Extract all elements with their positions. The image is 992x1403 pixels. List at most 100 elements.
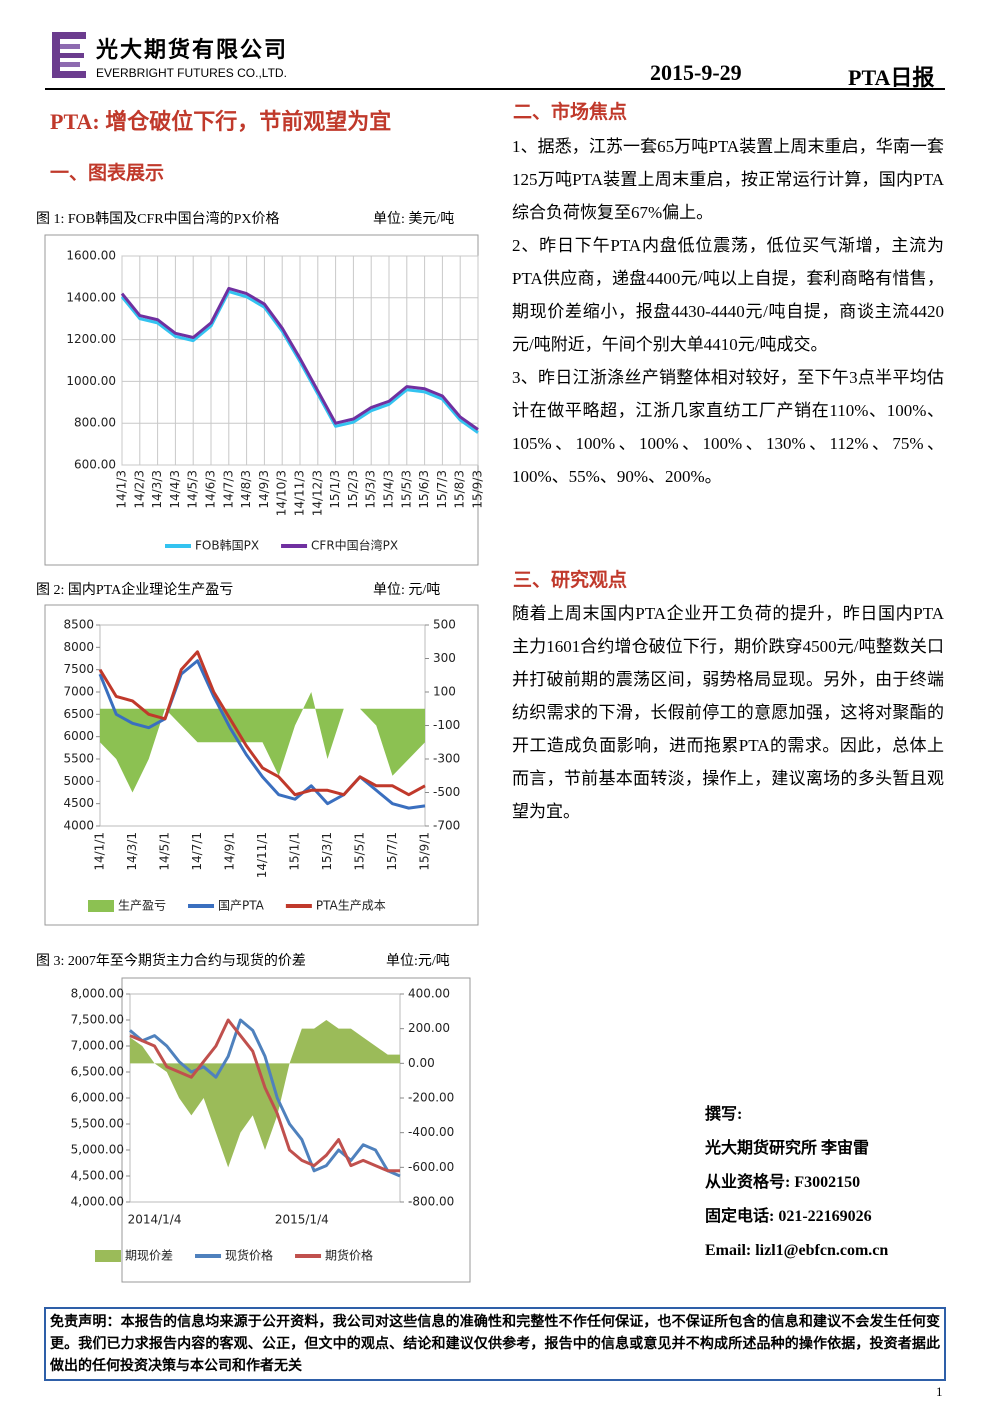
y-tick-label: 8,000.00 [71, 987, 124, 1001]
y-tick-label: 5,000.00 [71, 1143, 124, 1157]
x-tick-label: 15/1/3 [328, 470, 342, 509]
report-title: PTA: 增仓破位下行，节前观望为宜 [50, 109, 392, 134]
x-tick-label: 14/2/3 [132, 470, 146, 509]
x-tick-label: 14/5/3 [186, 470, 200, 509]
author-block: 撰写: 光大期货研究所 李宙雷 从业资格号: F3002150 固定电话: 02… [705, 1098, 888, 1268]
x-tick-label: 15/4/3 [382, 470, 396, 509]
y-tick-label: 1200.00 [66, 332, 116, 346]
section-heading: 一、图表展示 [50, 163, 165, 184]
x-tick-label: 15/6/3 [417, 470, 431, 509]
x-tick-label: 15/1/1 [288, 832, 302, 871]
x-tick-label: 14/7/1 [190, 832, 204, 871]
report-date: 2015-9-29 [650, 60, 742, 85]
figure-caption: 图 2: 国内PTA企业理论生产盈亏 [36, 583, 234, 598]
paragraph: 2、昨日下午PTA内盘低位震荡，低位买气渐增，主流为PTA供应商，递盘4400元… [512, 236, 944, 354]
x-tick-label: 15/9/3 [471, 470, 485, 509]
figure-unit: 单位:元/吨 [386, 954, 450, 969]
y-tick-label: 1600.00 [66, 249, 116, 263]
legend-label: 生产盈亏 [118, 899, 166, 913]
y-tick-label: 7,500.00 [71, 1013, 124, 1027]
figure-caption: 图 1: FOB韩国及CFR中国台湾的PX价格 [36, 212, 280, 227]
disclaimer-box [44, 1307, 946, 1381]
x-tick-label: 14/1/1 [93, 832, 107, 871]
figure-unit: 单位: 元/吨 [373, 583, 441, 598]
x-tick-label: 14/9/1 [223, 832, 237, 871]
x-tick-label: 15/3/3 [364, 470, 378, 509]
author-name: 光大期货研究所 李宙雷 [705, 1140, 870, 1157]
y2-tick-label: 400.00 [408, 987, 450, 1001]
x-tick-label: 2014/1/4 [128, 1213, 182, 1227]
y-tick-label: 5,500.00 [71, 1117, 124, 1131]
x-tick-label: 14/8/3 [239, 470, 253, 509]
x-tick-label: 14/9/3 [257, 470, 271, 509]
figure-unit: 单位: 美元/吨 [373, 212, 455, 227]
y-tick-label: 6,000.00 [71, 1091, 124, 1105]
x-tick-label: 14/7/3 [221, 470, 235, 509]
report-name: PTA日报 [848, 65, 935, 90]
x-tick-label: 14/5/1 [158, 832, 172, 871]
line-series [98, 650, 426, 797]
company-en: EVERBRIGHT FUTURES CO.,LTD. [96, 66, 287, 80]
author-email: Email: lizl1@ebfcn.com.cn [705, 1242, 889, 1259]
legend-label: PTA生产成本 [316, 899, 386, 913]
y-tick-label: 7,000.00 [71, 1039, 124, 1053]
y-tick-label: 7500 [63, 662, 94, 676]
page-number: 1 [936, 1384, 943, 1399]
x-tick-label: 2015/1/4 [275, 1213, 329, 1227]
chart-frame [121, 977, 471, 1283]
y-tick-label: 8000 [63, 640, 94, 654]
x-tick-label: 14/11/3 [293, 470, 307, 516]
y2-tick-label: 100 [433, 685, 456, 699]
x-tick-label: 15/3/1 [320, 832, 334, 871]
x-tick-label: 15/8/3 [453, 470, 467, 509]
area-series [130, 1020, 400, 1168]
y2-tick-label: -400.00 [408, 1125, 454, 1139]
legend-swatch [88, 900, 114, 912]
line-series [120, 290, 479, 434]
legend-swatch [95, 1250, 121, 1262]
x-tick-label: 14/10/3 [275, 470, 289, 516]
paragraph: 1、据悉，江苏一套65万吨PTA装置上周末重启，华南一套125万吨PTA装置上周… [512, 137, 944, 222]
y2-tick-label: -300 [433, 752, 460, 766]
y2-tick-label: -800.00 [408, 1195, 454, 1209]
legend-label: 国产PTA [218, 899, 265, 913]
y-tick-label: 4,500.00 [71, 1169, 124, 1183]
legend-label: 期现价差 [125, 1249, 173, 1263]
y-tick-label: 800.00 [74, 416, 116, 430]
y-tick-label: 6,500.00 [71, 1065, 124, 1079]
legend-label: 现货价格 [225, 1248, 273, 1263]
x-tick-label: 14/3/1 [125, 832, 139, 871]
line-series [98, 659, 426, 810]
x-tick-label: 15/2/3 [346, 470, 360, 509]
chart-frame [44, 234, 479, 566]
y-tick-label: 4000 [63, 819, 94, 833]
author-license: 从业资格号: F3002150 [705, 1174, 861, 1191]
figure-caption: 图 3: 2007年至今期货主力合约与现货的价差 [36, 954, 306, 969]
y2-tick-label: -500 [433, 785, 460, 799]
chart-frame [44, 604, 479, 926]
section-heading: 三、研究观点 [513, 570, 628, 591]
area-series [100, 692, 425, 793]
y2-tick-label: 200.00 [408, 1021, 450, 1035]
y-tick-label: 1400.00 [66, 290, 116, 304]
y2-tick-label: -700 [433, 819, 460, 833]
line-series [129, 1018, 400, 1173]
y2-tick-label: -200.00 [408, 1091, 454, 1105]
line-series [120, 286, 479, 431]
line-series [129, 1018, 401, 1178]
x-tick-label: 15/9/1 [418, 832, 432, 871]
company-cn: 光大期货有限公司 [96, 37, 289, 62]
y-tick-label: 5000 [63, 774, 94, 788]
research-text: 随着上周末国内PTA企业开工负荷的提升，昨日国内PTA主力1601合约增仓破位下… [512, 604, 944, 821]
logo [52, 32, 86, 78]
author-phone: 固定电话: 021-22169026 [705, 1208, 872, 1225]
x-tick-label: 14/11/1 [255, 832, 269, 878]
legend-label: CFR中国台湾PX [311, 538, 398, 553]
x-tick-label: 15/5/3 [399, 470, 413, 509]
y-tick-label: 600.00 [74, 458, 116, 472]
x-tick-label: 14/12/3 [310, 470, 324, 516]
y2-tick-label: 300 [433, 651, 456, 665]
disclaimer: 免责声明：本报告的信息均来源于公开资料，我公司对这些信息的准确性和完整性不作任何… [50, 1315, 940, 1374]
